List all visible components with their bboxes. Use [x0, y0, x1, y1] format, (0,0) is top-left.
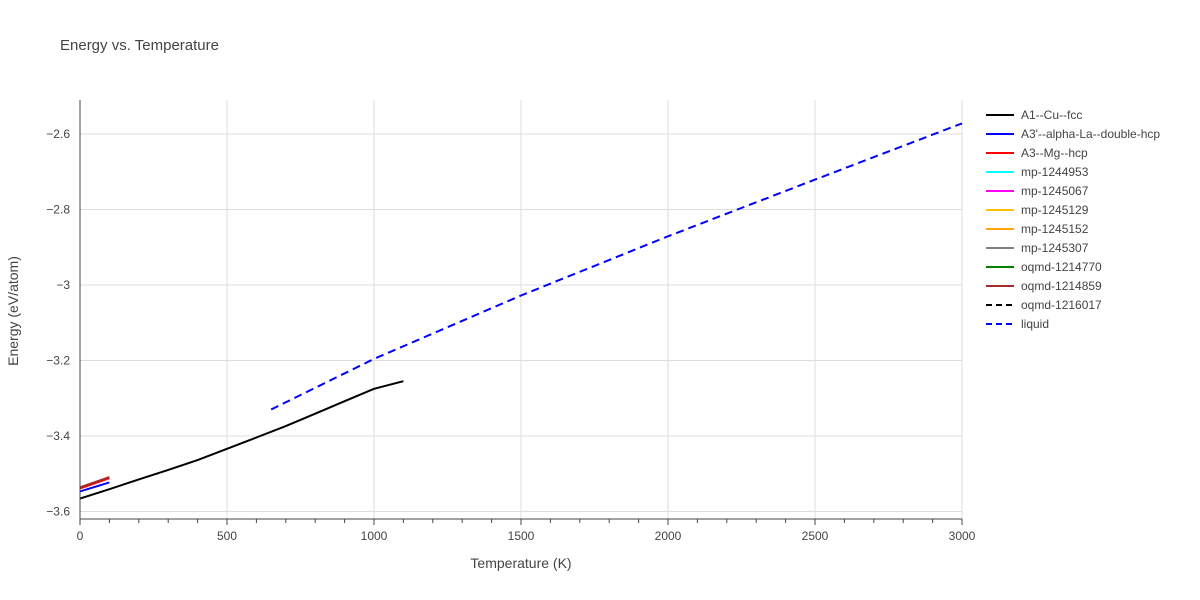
- series-layer: [79, 122, 963, 500]
- y-tick-label: −3.6: [46, 504, 70, 518]
- legend-label: mp-1245067: [1021, 184, 1089, 198]
- legend-label: mp-1245129: [1021, 203, 1089, 217]
- series-line-a3-alpha-la-double-hcp: [79, 481, 110, 493]
- legend-label: A3'--alpha-La--double-hcp: [1021, 127, 1160, 141]
- y-axis-title: Energy (eV/atom): [5, 256, 21, 366]
- x-tick-label: 0: [77, 529, 84, 543]
- legend-label: oqmd-1216017: [1021, 298, 1102, 312]
- grid-layer: [80, 100, 963, 519]
- x-tick-label: 1500: [508, 529, 535, 543]
- y-tick-label: −2.8: [46, 202, 70, 216]
- series-line-a1-cu-fcc: [79, 380, 404, 500]
- x-tick-label: 3000: [949, 529, 976, 543]
- x-tick-label: 1000: [361, 529, 388, 543]
- legend-label: liquid: [1021, 317, 1049, 331]
- chart-title: Energy vs. Temperature: [60, 37, 219, 54]
- legend-label: oqmd-1214859: [1021, 279, 1102, 293]
- legend-label: A3--Mg--hcp: [1021, 146, 1088, 160]
- legend-label: A1--Cu--fcc: [1021, 108, 1082, 122]
- x-axis-title: Temperature (K): [470, 555, 571, 571]
- series-line-oqmd-1214859: [79, 476, 110, 489]
- legend-label: mp-1245152: [1021, 222, 1089, 236]
- y-tick-label: −3: [56, 278, 70, 292]
- legend-label: mp-1244953: [1021, 165, 1089, 179]
- legend: A1--Cu--fcc A3'--alpha-La--double-hcp A3--…: [986, 108, 1160, 331]
- axes-layer: 0 500 1000 1500 2000 2500 3000 −3.6 −3.4 −3.2 −3 −2…: [46, 100, 976, 543]
- x-tick-label: 500: [217, 529, 237, 543]
- series-line-a3-mg-hcp: [79, 477, 110, 490]
- y-tick-label: −3.2: [46, 353, 70, 367]
- x-tick-label: 2000: [655, 529, 682, 543]
- y-tick-label: −3.4: [46, 429, 70, 443]
- y-tick-label: −2.6: [46, 127, 70, 141]
- series-line-liquid: [270, 122, 963, 411]
- legend-label: mp-1245307: [1021, 241, 1089, 255]
- x-tick-label: 2500: [802, 529, 829, 543]
- legend-label: oqmd-1214770: [1021, 260, 1102, 274]
